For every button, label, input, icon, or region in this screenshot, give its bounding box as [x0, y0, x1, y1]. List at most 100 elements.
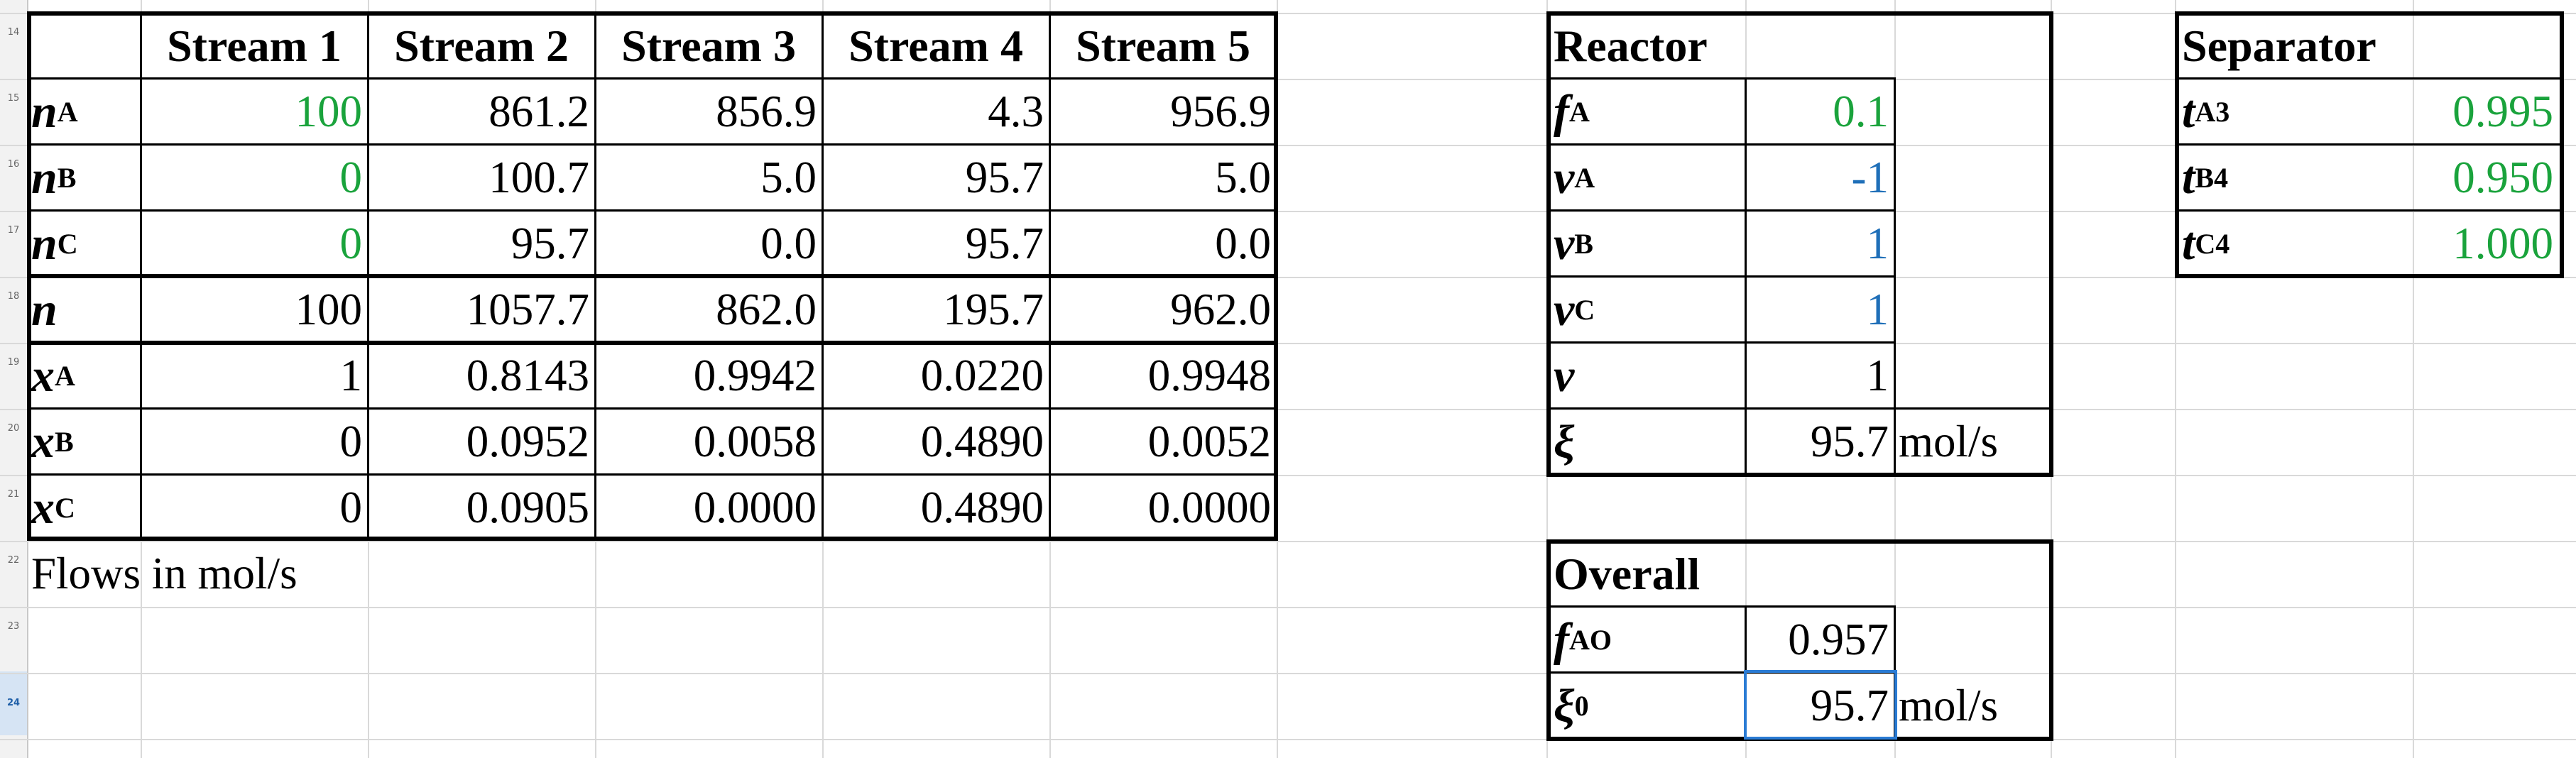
reactor-label-xi[interactable]: ξ — [1554, 415, 1575, 468]
value-cell[interactable]: 95.7 — [511, 219, 589, 268]
reactor-value-nuC[interactable]: 1 — [1866, 285, 1889, 334]
value-cell[interactable]: 0.4890 — [920, 483, 1044, 532]
separator-title[interactable]: Separator — [2182, 20, 2376, 71]
value-cell[interactable]: 862.0 — [716, 285, 817, 334]
separator-value-tC4[interactable]: 1.000 — [2452, 219, 2553, 268]
value-cell[interactable]: 0.0000 — [1147, 483, 1271, 532]
value-cell[interactable]: 0.0052 — [1147, 417, 1271, 466]
stream-3-header[interactable]: Stream 3 — [621, 20, 796, 71]
value-cell[interactable]: 0.0905 — [466, 483, 589, 532]
value-cell[interactable]: 0.8143 — [466, 351, 589, 400]
separator-label-tC4[interactable]: t C4 — [2182, 217, 2230, 270]
table-border — [1546, 473, 2053, 477]
reactor-value-xi[interactable]: 95.7 — [1810, 417, 1889, 466]
value-cell[interactable]: 861.2 — [489, 87, 589, 136]
row-number[interactable]: 19 — [7, 357, 20, 368]
value-cell[interactable]: 962.0 — [1170, 285, 1271, 334]
stream-2-header[interactable]: Stream 2 — [394, 20, 569, 71]
reactor-unit-xi[interactable]: mol/s — [1899, 417, 1999, 466]
value-cell[interactable]: 0.0220 — [920, 351, 1044, 400]
gridline — [0, 673, 2576, 674]
row-number-active[interactable]: 24 — [0, 671, 27, 735]
overall-title[interactable]: Overall — [1554, 548, 1701, 599]
table-border — [27, 143, 1278, 145]
flows-units-note[interactable]: Flows in mol/s — [31, 549, 298, 598]
value-cell[interactable]: 0 — [339, 417, 363, 466]
value-cell[interactable]: 1 — [339, 351, 363, 400]
overall-unit-xi0[interactable]: mol/s — [1899, 681, 1999, 730]
row-number[interactable]: 15 — [7, 93, 20, 104]
value-cell[interactable]: 195.7 — [943, 285, 1044, 334]
table-border — [27, 407, 1278, 410]
value-cell[interactable]: 0.9948 — [1147, 351, 1271, 400]
value-cell[interactable]: 0.0058 — [693, 417, 817, 466]
stream-1-header[interactable]: Stream 1 — [167, 20, 342, 71]
value-cell[interactable]: 95.7 — [965, 153, 1044, 202]
value-cell[interactable]: 0.9942 — [693, 351, 817, 400]
table-border — [27, 77, 1278, 79]
separator-label-tB4[interactable]: t B4 — [2182, 151, 2229, 204]
stream-5-header[interactable]: Stream 5 — [1076, 20, 1250, 71]
overall-value-xi0[interactable]: 95.7 — [1810, 681, 1889, 730]
separator-value-tB4[interactable]: 0.950 — [2452, 153, 2553, 202]
gridline — [0, 277, 2576, 278]
table-border — [2049, 539, 2053, 741]
row-number[interactable]: 22 — [7, 555, 20, 566]
value-cell[interactable]: 100 — [295, 285, 363, 334]
row-number[interactable]: 16 — [7, 159, 20, 170]
reactor-value-nuB[interactable]: 1 — [1866, 219, 1889, 268]
table-border — [27, 11, 1278, 16]
value-cell[interactable]: 0.0000 — [693, 483, 817, 532]
separator-value-tA3[interactable]: 0.995 — [2452, 87, 2553, 136]
value-cell[interactable]: 1057.7 — [466, 285, 589, 334]
row-label-n[interactable]: n — [31, 283, 58, 336]
input-cell[interactable]: 0 — [339, 153, 363, 202]
value-cell[interactable]: 95.7 — [965, 219, 1044, 268]
row-number[interactable]: 20 — [7, 423, 20, 434]
stream-4-header[interactable]: Stream 4 — [848, 20, 1023, 71]
value-cell[interactable]: 100.7 — [489, 153, 589, 202]
input-cell[interactable]: 0 — [339, 219, 363, 268]
table-border — [1546, 209, 1894, 212]
reactor-value-nu[interactable]: 1 — [1866, 351, 1889, 400]
overall-label-fAO[interactable]: f AO — [1554, 613, 1612, 666]
value-cell[interactable]: 0.0 — [1215, 219, 1271, 268]
gridline — [0, 541, 2576, 542]
table-border — [27, 473, 1278, 476]
value-cell[interactable]: 856.9 — [716, 87, 817, 136]
value-cell[interactable]: 5.0 — [1215, 153, 1271, 202]
row-number[interactable]: 14 — [7, 27, 20, 38]
row-number[interactable]: 17 — [7, 225, 20, 236]
reactor-title[interactable]: Reactor — [1554, 20, 1708, 71]
row-number[interactable]: 18 — [7, 291, 20, 302]
reactor-label-nu[interactable]: ν — [1554, 349, 1575, 402]
row-number[interactable]: 21 — [7, 489, 20, 500]
value-cell[interactable]: 0.0952 — [466, 417, 589, 466]
input-cell[interactable]: 100 — [295, 87, 363, 136]
value-cell[interactable]: 0.0 — [760, 219, 817, 268]
reactor-value-nuA[interactable]: -1 — [1851, 153, 1889, 202]
value-cell[interactable]: 0 — [339, 483, 363, 532]
overall-value-fAO[interactable]: 0.957 — [1788, 615, 1889, 664]
table-border — [1546, 407, 2053, 410]
value-cell[interactable]: 5.0 — [760, 153, 817, 202]
value-cell[interactable]: 4.3 — [988, 87, 1044, 136]
reactor-value-fA[interactable]: 0.1 — [1833, 87, 1889, 136]
value-cell[interactable]: 0.4890 — [920, 417, 1044, 466]
table-border — [140, 11, 142, 541]
separator-label-tA3[interactable]: t A3 — [2182, 85, 2230, 138]
row-number[interactable]: 23 — [7, 621, 20, 632]
value-cell[interactable]: 956.9 — [1170, 87, 1271, 136]
